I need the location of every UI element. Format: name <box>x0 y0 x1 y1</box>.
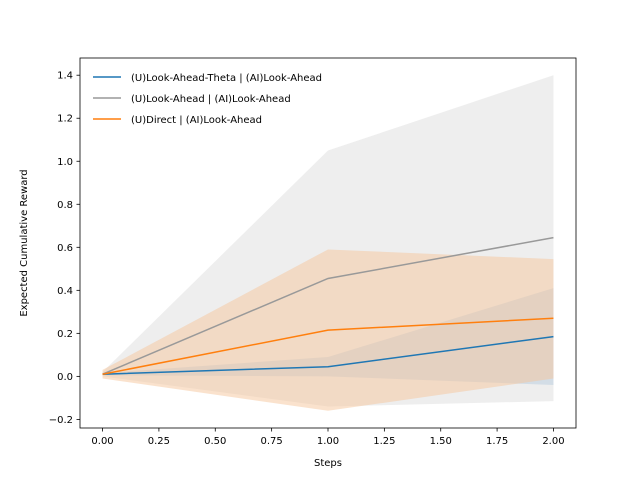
y-tick-label: 0.8 <box>57 200 73 211</box>
legend-label: (U)Look-Ahead | (AI)Look-Ahead <box>131 94 291 105</box>
y-tick-label: 0.4 <box>57 286 73 297</box>
y-tick-label: 0.2 <box>57 329 73 340</box>
x-tick-label: 0.75 <box>261 436 283 447</box>
legend-label: (U)Direct | (AI)Look-Ahead <box>131 115 262 126</box>
y-tick-label: 1.0 <box>57 157 73 168</box>
x-tick-label: 1.75 <box>486 436 508 447</box>
x-axis-label: Steps <box>314 458 342 469</box>
y-tick-label: −0.2 <box>49 415 73 426</box>
y-tick-label: 1.4 <box>57 71 73 82</box>
series-line-2 <box>102 317 554 375</box>
series-line-1 <box>102 335 554 375</box>
y-tick-label: 0.0 <box>57 372 73 383</box>
x-axis: 0.00 0.25 0.50 0.75 1.00 1.25 1.50 1.75 2.00 <box>91 428 565 447</box>
y-tick-label: 0.6 <box>57 243 73 254</box>
series-line-0 <box>102 236 554 375</box>
y-axis-label: Expected Cumulative Reward <box>19 169 30 316</box>
legend-label: (U)Look-Ahead-Theta | (AI)Look-Ahead <box>131 73 322 84</box>
x-tick-label: 0.25 <box>148 436 170 447</box>
x-tick-label: 1.00 <box>317 436 339 447</box>
x-tick-label: 2.00 <box>542 436 564 447</box>
legend: (U)Look-Ahead-Theta | (AI)Look-Ahead (U)L… <box>93 73 322 126</box>
x-tick-label: 1.25 <box>373 436 395 447</box>
x-tick-label: 0.00 <box>91 436 113 447</box>
y-axis: −0.2 0.0 0.2 0.4 0.6 0.8 1.0 1.2 1.4 <box>49 71 80 426</box>
y-tick-label: 1.2 <box>57 114 73 125</box>
x-tick-label: 0.50 <box>204 436 226 447</box>
x-tick-label: 1.50 <box>430 436 452 447</box>
series-lines <box>102 236 554 375</box>
